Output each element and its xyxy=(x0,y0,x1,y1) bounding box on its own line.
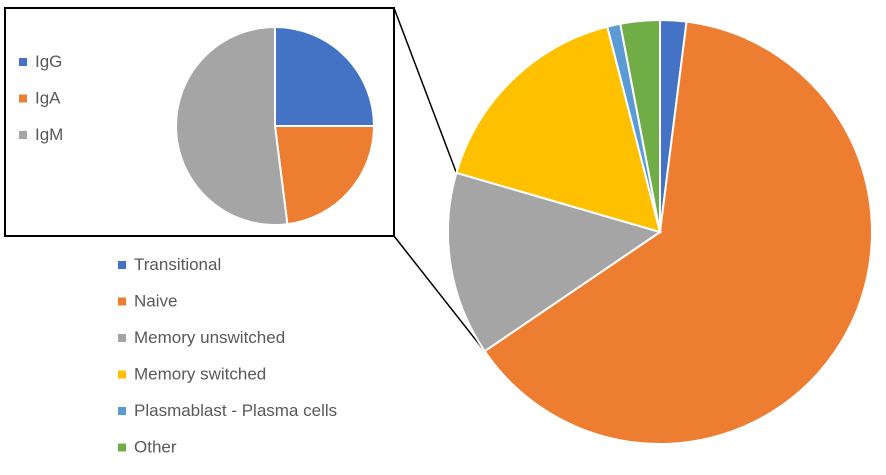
connector-line-bottom xyxy=(393,235,486,352)
main-legend-swatch-transitional xyxy=(118,261,126,269)
main-legend-label-transitional: Transitional xyxy=(134,255,221,274)
inset-legend-swatch-igm xyxy=(19,131,27,139)
main-slice-other xyxy=(619,18,661,233)
inset-legend: IgG IgA IgM xyxy=(19,52,63,144)
inset-legend-label-igg: IgG xyxy=(35,52,62,71)
inset-slice-igg xyxy=(274,25,376,127)
main-legend-label-naive: Naive xyxy=(134,292,177,311)
main-legend-label-memory-switched: Memory switched xyxy=(134,365,266,384)
main-legend-swatch-plasmablast-plasma-cells xyxy=(118,407,126,415)
inset-legend-label-iga: IgA xyxy=(35,89,61,108)
inset-pie-frame xyxy=(4,7,395,237)
main-pie xyxy=(447,18,873,445)
main-legend-swatch-memory-unswitched xyxy=(118,334,126,342)
inset-slice-igm xyxy=(175,25,289,226)
inset-slice-iga xyxy=(273,125,376,226)
main-slice-naive xyxy=(483,20,873,445)
main-legend-label-plasmablast-plasma-cells: Plasmablast - Plasma cells xyxy=(134,401,337,420)
main-legend: Transitional Naive Memory unswitched Memory… xyxy=(118,255,337,457)
main-legend-label-other: Other xyxy=(134,438,177,457)
inset-legend-swatch-igg xyxy=(19,58,27,66)
main-legend-swatch-naive xyxy=(118,297,126,306)
inset-pie xyxy=(175,25,376,226)
connector-lines xyxy=(393,7,486,352)
main-legend-label-memory-unswitched: Memory unswitched xyxy=(134,328,285,347)
connector-line-top xyxy=(393,7,458,174)
main-legend-swatch-memory-switched xyxy=(118,370,126,379)
main-legend-swatch-other xyxy=(118,443,126,452)
inset-legend-label-igm: IgM xyxy=(35,125,63,144)
inset-legend-swatch-iga xyxy=(19,94,27,103)
main-slice-memory-switched xyxy=(455,25,662,234)
